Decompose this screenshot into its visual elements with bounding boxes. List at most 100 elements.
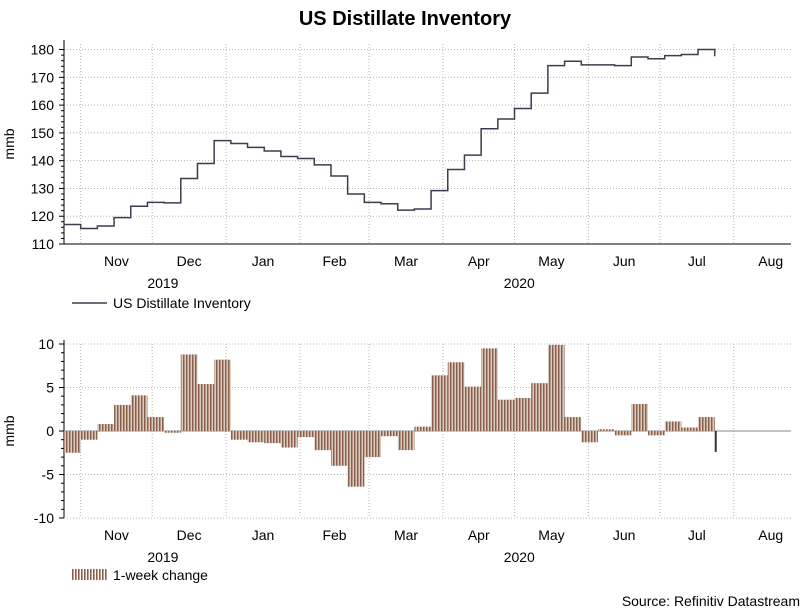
data-point (214, 140, 215, 141)
bar (230, 431, 248, 440)
data-point (597, 64, 598, 65)
bar (314, 431, 331, 451)
legend-stripe (96, 569, 98, 580)
inventory-panel: 110 120 130 140 150 160 170 180 mmb Nov Dec Jan Feb M… (1, 40, 791, 311)
y-tick-label: 0 (46, 423, 54, 439)
bar (164, 431, 181, 433)
data-point (531, 93, 532, 94)
y-tick-label: 150 (31, 125, 55, 141)
bar (414, 426, 432, 431)
data-point (397, 210, 398, 211)
x-tick-label: Apr (468, 253, 490, 269)
x-year-label: 2019 (147, 549, 178, 565)
y-tick-label: 110 (32, 236, 55, 252)
x-tick-label: Jan (252, 253, 275, 269)
bar (147, 417, 165, 431)
legend-label: US Distillate Inventory (113, 295, 251, 311)
x-year-label: 2020 (504, 275, 535, 291)
bar (614, 431, 632, 436)
y-tick-label: 5 (46, 380, 54, 396)
data-point (297, 158, 298, 159)
x-tick-label: Jun (613, 527, 636, 543)
data-point (314, 164, 315, 165)
legend-stripe (90, 569, 92, 580)
data-point (164, 202, 165, 203)
data-point (197, 163, 198, 164)
legend-stripe (102, 569, 104, 580)
legend-bar-swatch (72, 569, 107, 580)
data-point (364, 202, 365, 203)
legend-stripe (72, 569, 74, 580)
data-point (481, 128, 482, 129)
x-tick-label: Nov (104, 253, 129, 269)
y-tick-label: 170 (31, 69, 55, 85)
x-tick-label: Aug (758, 527, 783, 543)
bar (497, 399, 515, 431)
legend-stripe (105, 569, 107, 580)
x-tick-label: Dec (177, 253, 202, 269)
data-point (97, 225, 98, 226)
data-point (147, 202, 148, 203)
legend-stripe (81, 569, 83, 580)
data-point (347, 194, 348, 195)
bar (364, 431, 382, 458)
bar (64, 431, 81, 453)
bar (180, 354, 198, 431)
data-point (514, 108, 515, 109)
bar (631, 404, 648, 431)
data-point (431, 190, 432, 191)
bar (597, 429, 615, 431)
data-point (247, 147, 248, 148)
bar (547, 344, 565, 431)
bar (481, 348, 498, 431)
data-point (381, 203, 382, 204)
bar (464, 386, 482, 431)
y-tick-label: 160 (31, 97, 55, 113)
y-tick-label: 180 (31, 42, 55, 58)
x-tick-label: Jul (688, 527, 706, 543)
data-point (631, 57, 632, 58)
x-tick-label: May (538, 253, 564, 269)
bar (264, 431, 281, 444)
data-point (581, 64, 582, 65)
x-tick-label: Aug (758, 253, 783, 269)
x-tick-label: Dec (177, 527, 202, 543)
data-point (280, 156, 281, 157)
x-tick-label: Feb (322, 527, 346, 543)
y-tick-label: -5 (42, 467, 55, 483)
data-point (264, 150, 265, 151)
legend-label: 1-week change (113, 567, 208, 583)
data-point (664, 55, 665, 56)
bar (698, 417, 715, 431)
bar (664, 421, 682, 431)
data-point (464, 155, 465, 156)
bar (247, 431, 265, 443)
x-tick-label: Apr (468, 527, 490, 543)
data-point (330, 175, 331, 176)
x-tick-label: May (538, 527, 564, 543)
data-point (681, 54, 682, 55)
bar (80, 431, 98, 440)
bar (130, 395, 148, 431)
data-point (547, 65, 548, 66)
legend-stripe (99, 569, 101, 580)
series-line (64, 48, 716, 230)
bar (447, 362, 465, 431)
data-point (497, 119, 498, 120)
bar (381, 431, 398, 437)
bar (214, 359, 231, 431)
legend-stripe (84, 569, 86, 580)
data-point (414, 209, 415, 210)
y-tick-label: 10 (38, 336, 54, 352)
bar (681, 427, 699, 431)
bar (714, 431, 717, 452)
x-tick-label: Jul (688, 253, 706, 269)
y-tick-label: -10 (34, 510, 54, 526)
data-point (230, 143, 231, 144)
y-tick-label: 130 (31, 180, 55, 196)
data-point (180, 178, 181, 179)
bar (581, 431, 598, 443)
bar (97, 424, 115, 431)
x-tick-label: Feb (322, 253, 346, 269)
